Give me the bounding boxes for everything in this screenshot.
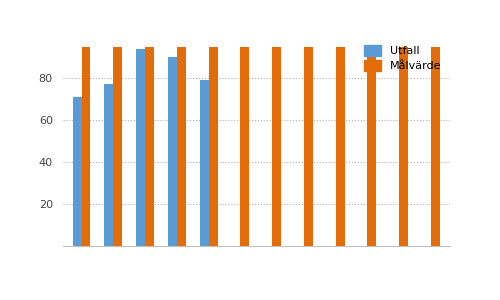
Bar (72, 97, 82, 246)
Bar (336, 46, 344, 246)
Bar (200, 80, 208, 246)
Bar (431, 46, 440, 246)
Bar (399, 46, 408, 246)
Bar (145, 46, 154, 246)
Bar (208, 46, 218, 246)
Bar (104, 84, 114, 246)
Bar (240, 46, 250, 246)
Bar (272, 46, 281, 246)
Legend: Utfall, Målvärde: Utfall, Målvärde (360, 42, 444, 74)
Bar (368, 46, 376, 246)
Bar (136, 49, 145, 246)
Bar (304, 46, 313, 246)
Bar (177, 46, 186, 246)
Bar (114, 46, 122, 246)
Bar (168, 57, 177, 246)
Bar (82, 46, 90, 246)
